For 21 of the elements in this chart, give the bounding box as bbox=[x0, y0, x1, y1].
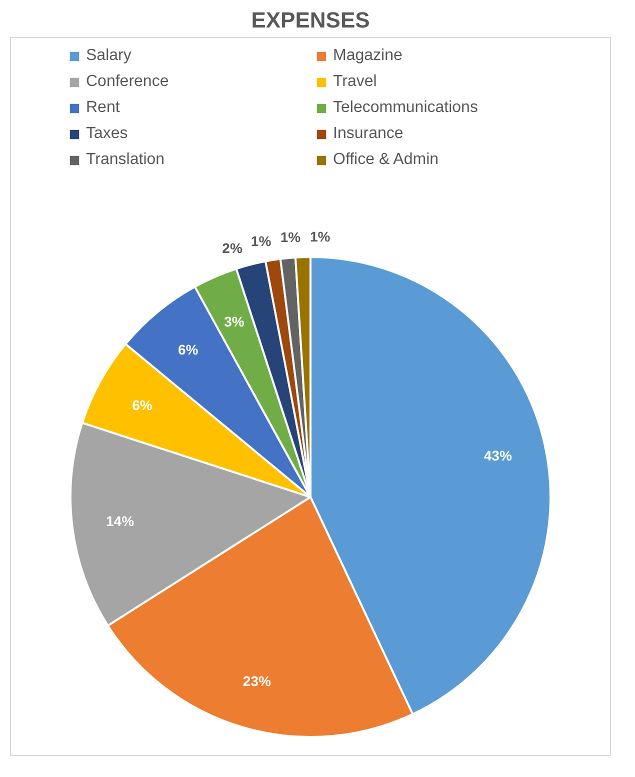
legend-label: Taxes bbox=[86, 125, 129, 143]
data-label: 6% bbox=[132, 396, 153, 413]
data-label: 6% bbox=[178, 341, 199, 358]
data-label: 1% bbox=[250, 232, 272, 249]
data-label: 2% bbox=[222, 240, 243, 256]
data-label: 1% bbox=[310, 228, 331, 244]
legend-label: Magazine bbox=[333, 47, 404, 65]
data-label: 43% bbox=[484, 447, 512, 464]
legend-label: Telecommunications bbox=[333, 99, 479, 117]
data-label: 1% bbox=[280, 228, 302, 245]
data-label: 14% bbox=[106, 513, 135, 530]
legend-label: Rent bbox=[86, 99, 121, 117]
legend-label: Insurance bbox=[333, 125, 404, 143]
legend-label: Travel bbox=[333, 73, 378, 91]
data-label: 3% bbox=[224, 313, 245, 330]
legend-label: Office & Admin bbox=[333, 151, 440, 169]
legend-label: Salary bbox=[86, 47, 132, 65]
chart-title: EXPENSES bbox=[251, 8, 370, 32]
data-label: 23% bbox=[242, 672, 272, 689]
legend-label: Translation bbox=[86, 151, 166, 169]
legend-label: Conference bbox=[86, 73, 170, 91]
